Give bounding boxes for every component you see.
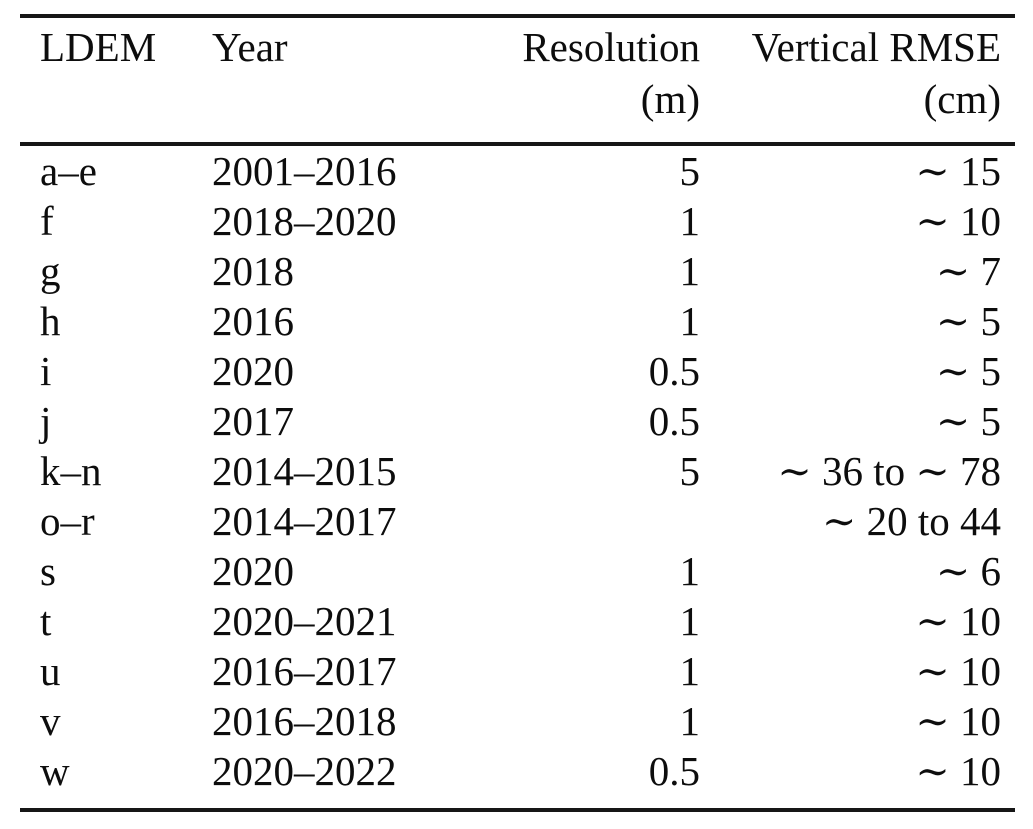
cell-vertical_rmse: ∼ 10 [915,698,1001,744]
table-row: a–e 2001–2016 5 ∼ 15 [20,144,1015,196]
cell-year: 2017 [212,398,294,444]
cell-resolution: 0.5 [648,348,700,394]
cell-ldem: w [40,748,70,794]
cell-year: 2001–2016 [212,148,397,194]
cell-year: 2016–2017 [212,648,397,694]
cell-year: 2016 [212,298,294,344]
cell-ldem: o–r [40,498,95,544]
cell-ldem: f [40,198,54,244]
table-row: o–r 2014–2017 ∼ 20 to 44 [20,496,1015,546]
table-row: w 2020–2022 0.5 ∼ 10 [20,746,1015,810]
cell-year: 2018–2020 [212,198,397,244]
cell-ldem: j [40,398,52,444]
table-row: t 2020–2021 1 ∼ 10 [20,596,1015,646]
cell-ldem: k–n [40,448,102,494]
table-row: s 2020 1 ∼ 6 [20,546,1015,596]
cell-year: 2020–2021 [212,598,397,644]
cell-resolution: 1 [679,248,701,294]
cell-vertical_rmse: ∼ 5 [935,398,1001,444]
cell-ldem: h [40,298,61,344]
cell-year: 2020 [212,348,294,394]
cell-resolution: 1 [679,648,701,694]
col-header-resolution: Resolution (m) [522,24,700,122]
col-header-vertical-rmse: Vertical RMSE (cm) [700,16,1015,144]
cell-ldem: u [40,648,61,694]
cell-resolution: 5 [679,148,701,194]
cell-ldem: s [40,548,56,594]
cell-vertical_rmse: ∼ 5 [935,298,1001,344]
cell-year: 2014–2017 [212,498,397,544]
cell-vertical_rmse: ∼ 10 [915,748,1001,794]
cell-vertical_rmse: ∼ 10 [915,648,1001,694]
table-row: u 2016–2017 1 ∼ 10 [20,646,1015,696]
table-header-row: LDEM Year Resolution (m) Vertical RMSE (… [20,16,1015,144]
cell-vertical_rmse: ∼ 7 [935,248,1001,294]
table-row: k–n 2014–2015 5 ∼ 36 to ∼ 78 [20,446,1015,496]
cell-vertical_rmse: ∼ 15 [915,148,1001,194]
col-header-vertical-rmse-label: Vertical RMSE [751,24,1001,70]
cell-year: 2020–2022 [212,748,397,794]
cell-ldem: t [40,598,52,644]
col-header-year: Year [212,24,288,70]
cell-resolution: 0.5 [648,748,700,794]
cell-resolution: 1 [679,198,701,244]
cell-year: 2016–2018 [212,698,397,744]
cell-resolution: 5 [679,448,701,494]
table-row: v 2016–2018 1 ∼ 10 [20,696,1015,746]
table-row: i 2020 0.5 ∼ 5 [20,346,1015,396]
col-header-vertical-rmse-unit: (cm) [923,76,1001,122]
cell-resolution: 1 [679,548,701,594]
table-body: a–e 2001–2016 5 ∼ 15 f 2018–2020 1 ∼ 10 g 2018 1 ∼ … [20,144,1015,810]
table-row: f 2018–2020 1 ∼ 10 [20,196,1015,246]
cell-vertical_rmse: ∼ 36 to ∼ 78 [777,448,1001,494]
cell-vertical_rmse: ∼ 20 to 44 [822,498,1001,544]
cell-resolution: 0.5 [648,398,700,444]
table-row: j 2017 0.5 ∼ 5 [20,396,1015,446]
cell-resolution [470,496,700,546]
col-header-ldem: LDEM [40,24,157,70]
ldem-table: LDEM Year Resolution (m) Vertical RMSE (… [20,14,1015,812]
cell-ldem: g [40,248,61,294]
cell-vertical_rmse: ∼ 10 [915,598,1001,644]
cell-ldem: v [40,698,61,744]
cell-ldem: a–e [40,148,97,194]
cell-resolution: 1 [679,698,701,744]
cell-ldem: i [40,348,52,394]
cell-resolution: 1 [679,598,701,644]
cell-resolution: 1 [679,298,701,344]
cell-vertical_rmse: ∼ 10 [915,198,1001,244]
table-row: g 2018 1 ∼ 7 [20,246,1015,296]
cell-year: 2014–2015 [212,448,397,494]
table-header: LDEM Year Resolution (m) Vertical RMSE (… [20,16,1015,144]
cell-year: 2020 [212,548,294,594]
cell-year: 2018 [212,248,294,294]
cell-vertical_rmse: ∼ 6 [935,548,1001,594]
cell-vertical_rmse: ∼ 5 [935,348,1001,394]
table-row: h 2016 1 ∼ 5 [20,296,1015,346]
